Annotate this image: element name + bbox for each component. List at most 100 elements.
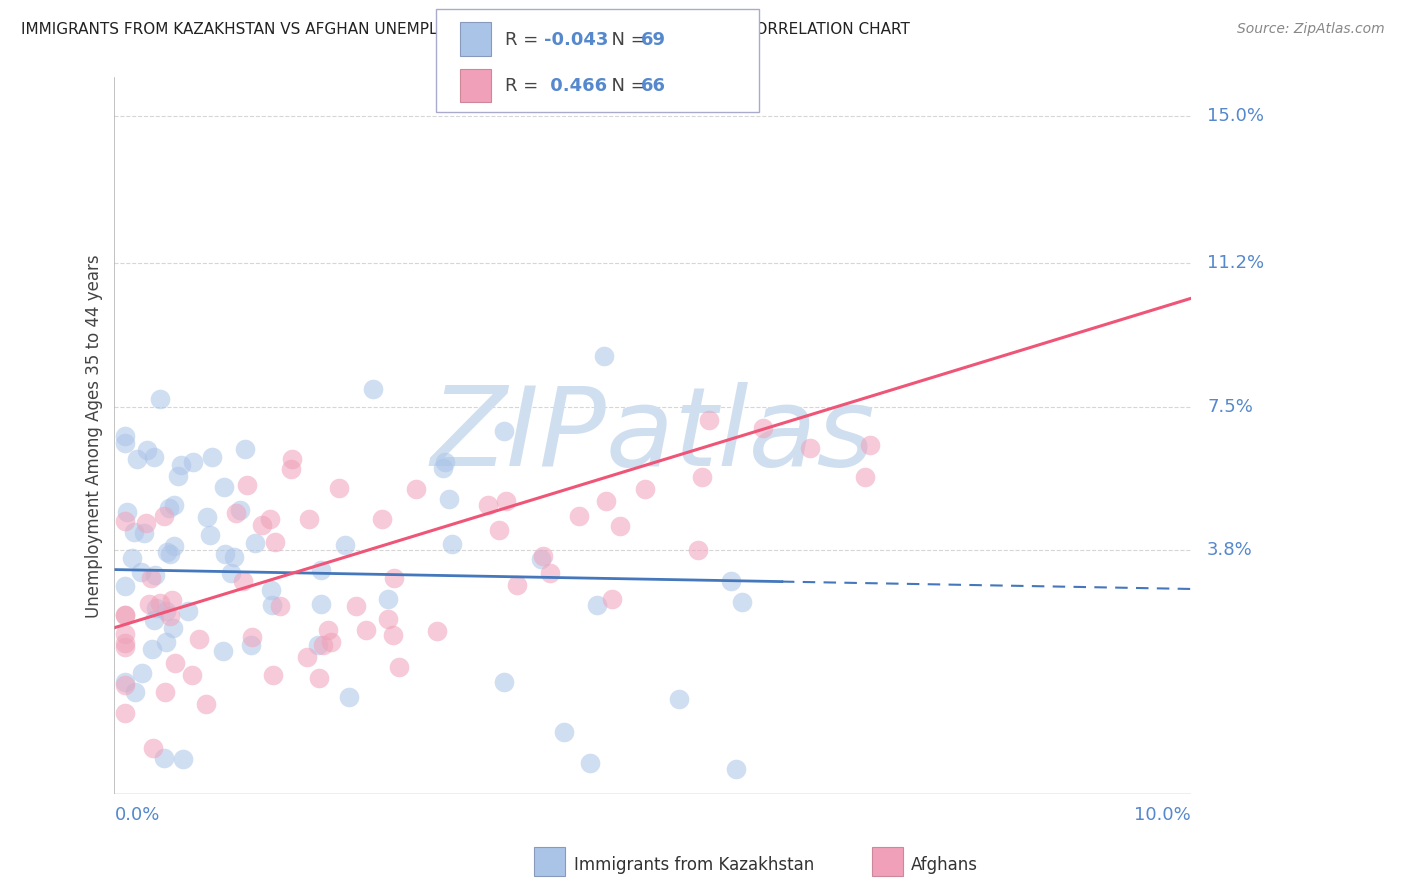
Point xyxy=(143,568,166,582)
Point xyxy=(311,598,333,612)
Point xyxy=(143,450,166,465)
Point xyxy=(219,566,242,580)
Point xyxy=(309,563,332,577)
Point xyxy=(319,635,342,649)
Point xyxy=(697,413,720,427)
Point xyxy=(214,547,236,561)
Point xyxy=(344,599,367,613)
Point xyxy=(170,458,193,473)
Point xyxy=(233,442,256,456)
Point xyxy=(135,443,157,458)
Point xyxy=(297,649,319,664)
Point xyxy=(163,539,186,553)
Point xyxy=(160,593,183,607)
Point xyxy=(138,597,160,611)
Point xyxy=(439,491,461,506)
Point xyxy=(115,505,138,519)
Text: 7.5%: 7.5% xyxy=(1208,398,1253,416)
Point xyxy=(198,528,221,542)
Point xyxy=(176,604,198,618)
Point xyxy=(114,674,136,689)
Point xyxy=(222,549,245,564)
Point xyxy=(308,671,330,685)
Point xyxy=(405,483,427,497)
Point xyxy=(157,501,180,516)
Point xyxy=(269,599,291,614)
Point xyxy=(141,641,163,656)
Point xyxy=(114,608,136,623)
Y-axis label: Unemployment Among Ages 35 to 44 years: Unemployment Among Ages 35 to 44 years xyxy=(86,254,103,617)
Point xyxy=(131,566,153,580)
Point xyxy=(195,697,218,711)
Point xyxy=(494,675,516,690)
Point xyxy=(142,613,165,627)
Point xyxy=(634,482,657,496)
Point xyxy=(114,514,136,528)
Point xyxy=(316,623,339,637)
Point xyxy=(361,382,384,396)
Text: IMMIGRANTS FROM KAZAKHSTAN VS AFGHAN UNEMPLOYMENT AMONG AGES 35 TO 44 YEARS CORR: IMMIGRANTS FROM KAZAKHSTAN VS AFGHAN UNE… xyxy=(21,22,910,37)
Point xyxy=(212,480,235,494)
Point xyxy=(434,455,457,469)
Point xyxy=(167,469,190,483)
Point xyxy=(725,762,748,776)
Point xyxy=(236,478,259,492)
Text: Afghans: Afghans xyxy=(911,856,979,874)
Point xyxy=(281,451,304,466)
Point xyxy=(114,627,136,641)
Point xyxy=(505,578,527,592)
Point xyxy=(578,756,600,770)
Point xyxy=(114,706,136,720)
Point xyxy=(121,551,143,566)
Text: Source: ZipAtlas.com: Source: ZipAtlas.com xyxy=(1237,22,1385,37)
Point xyxy=(686,542,709,557)
Point xyxy=(262,668,284,682)
Text: -0.043: -0.043 xyxy=(544,30,609,48)
Point xyxy=(730,595,752,609)
Point xyxy=(307,638,329,652)
Point xyxy=(668,692,690,706)
Point xyxy=(799,442,821,456)
Point xyxy=(145,600,167,615)
Point xyxy=(440,537,463,551)
Point xyxy=(125,451,148,466)
Point xyxy=(172,751,194,765)
Point xyxy=(243,536,266,550)
Text: N =: N = xyxy=(600,78,652,95)
Point xyxy=(187,632,209,646)
Point xyxy=(593,350,616,364)
Point xyxy=(328,481,350,495)
Point xyxy=(690,470,713,484)
Point xyxy=(298,511,321,525)
Point xyxy=(114,579,136,593)
Text: ZIPatlas: ZIPatlas xyxy=(430,383,875,490)
Point xyxy=(382,628,405,642)
Text: 15.0%: 15.0% xyxy=(1208,107,1264,125)
Point xyxy=(201,450,224,464)
Point xyxy=(153,508,176,523)
Point xyxy=(225,506,247,520)
Point xyxy=(124,685,146,699)
Point xyxy=(122,525,145,540)
Point xyxy=(337,690,360,705)
Text: 0.0%: 0.0% xyxy=(114,806,160,824)
Point xyxy=(853,469,876,483)
Point xyxy=(720,574,742,589)
Point xyxy=(530,551,553,566)
Point xyxy=(260,583,283,598)
Point xyxy=(585,598,607,612)
Point xyxy=(609,519,631,533)
Point xyxy=(131,666,153,681)
Point xyxy=(163,657,186,671)
Point xyxy=(149,596,172,610)
Point xyxy=(159,547,181,561)
Point xyxy=(114,429,136,443)
Point xyxy=(211,644,233,658)
Text: 11.2%: 11.2% xyxy=(1208,254,1264,272)
Point xyxy=(149,392,172,406)
Text: R =: R = xyxy=(505,30,544,48)
Point xyxy=(751,421,773,435)
Point xyxy=(259,512,281,526)
Text: R =: R = xyxy=(505,78,544,95)
Point xyxy=(114,435,136,450)
